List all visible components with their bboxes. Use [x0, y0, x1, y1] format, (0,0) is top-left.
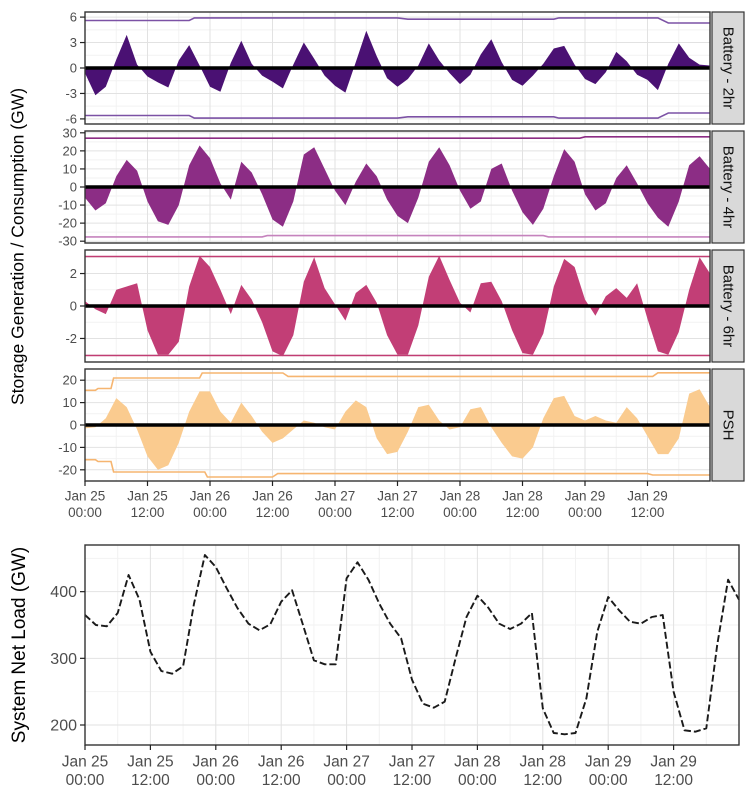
storage-dispatch-chart: 6 3 0 -3 -6 Battery - 2hr 30 20 10 0 -10 -20 -30 Batt…: [58, 10, 745, 520]
x-tick-label: Jan 27: [377, 489, 418, 504]
facet-strip-label: Battery - 2hr: [720, 27, 737, 110]
y-tick-label: 6: [70, 10, 77, 25]
y-tick-label: 0: [70, 299, 77, 314]
y-tick-label: -10: [58, 198, 77, 213]
x-tick-label: 00:00: [589, 772, 628, 789]
x-tick-label: Jan 28: [440, 489, 481, 504]
x-tick-label: 12:00: [131, 505, 165, 520]
x-tick-label: 12:00: [506, 505, 540, 520]
x-tick-label: Jan 27: [315, 489, 356, 504]
x-tick-label: 00:00: [193, 505, 227, 520]
y-tick-label: -30: [58, 234, 77, 249]
area-series: [85, 145, 710, 227]
x-tick-label: Jan 28: [502, 489, 543, 504]
y-tick-label: 20: [63, 373, 77, 388]
system-net-load-chart: 400 300 200 Jan 25 00:00 Jan 25 12:00 Jan 26 00:…: [0, 522, 754, 800]
x-tick-label: 00:00: [327, 772, 366, 789]
capacity-bottom-line: [85, 458, 710, 478]
y-tick-label: -6: [65, 111, 77, 126]
x-tick-label: 00:00: [66, 772, 105, 789]
y-tick-label: 300: [50, 651, 77, 668]
x-tick-label: Jan 27: [323, 754, 370, 771]
x-tick-label: 12:00: [256, 505, 290, 520]
panel-psh: 20 10 0 -10 -20 PSH: [58, 368, 745, 482]
x-tick-label: Jan 28: [520, 754, 567, 771]
y-tick-label: 30: [63, 125, 77, 140]
y-tick-label: 0: [70, 418, 77, 433]
area-series: [85, 30, 710, 96]
facet-strip-label: Battery - 6hr: [720, 265, 737, 348]
panel-battery-4hr: 30 20 10 0 -10 -20 -30 Battery - 4hr: [58, 125, 745, 249]
y-tick-label: -10: [58, 440, 77, 455]
y-tick-label: -2: [65, 331, 77, 346]
x-tick-label: Jan 25: [127, 754, 174, 771]
y-tick-label: 20: [63, 143, 77, 158]
x-tick-label: Jan 29: [565, 489, 606, 504]
y-tick-label: 0: [70, 61, 77, 76]
x-tick-label: 00:00: [68, 505, 102, 520]
x-tick-label: 12:00: [131, 772, 170, 789]
y-tick-label: 10: [63, 395, 77, 410]
panel-battery-2hr: 6 3 0 -3 -6 Battery - 2hr: [65, 10, 745, 126]
capacity-bottom-line: [85, 112, 710, 119]
x-tick-label: Jan 26: [258, 754, 305, 771]
x-tick-label: Jan 26: [190, 489, 231, 504]
capacity-top-line: [85, 136, 710, 139]
x-tick-label: 00:00: [568, 505, 602, 520]
x-tick-label: Jan 29: [627, 489, 668, 504]
x-tick-label: 00:00: [458, 772, 497, 789]
y-tick-label: 2: [70, 266, 77, 281]
x-tick-label: 12:00: [381, 505, 415, 520]
y-tick-label: -20: [58, 216, 77, 231]
x-tick-label: 12:00: [393, 772, 432, 789]
x-tick-label: 00:00: [318, 505, 352, 520]
y-tick-label: 10: [63, 161, 77, 176]
x-tick-label: 00:00: [196, 772, 235, 789]
x-tick-label: Jan 27: [389, 754, 436, 771]
x-tick-label: 12:00: [262, 772, 301, 789]
netload-line: [84, 554, 740, 736]
facet-strip-label: PSH: [720, 410, 737, 441]
y-tick-label: 400: [50, 584, 77, 601]
y-tick-label: 0: [70, 180, 77, 195]
facet-strip: [711, 11, 745, 125]
x-tick-label: Jan 26: [252, 489, 293, 504]
facet-strip: [711, 130, 745, 244]
x-tick-label: 12:00: [654, 772, 693, 789]
capacity-top-line: [85, 371, 710, 392]
capacity-top-line: [85, 17, 710, 24]
area-series: [85, 389, 710, 470]
x-tick-label: Jan 25: [127, 489, 168, 504]
x-tick-label: 00:00: [443, 505, 477, 520]
x-tick-label: 12:00: [631, 505, 665, 520]
y-tick-label: 200: [50, 718, 77, 735]
x-tick-label: Jan 29: [650, 754, 697, 771]
y-tick-label: -3: [65, 86, 77, 101]
x-tick-label: Jan 26: [193, 754, 240, 771]
y-tick-label: -20: [58, 462, 77, 477]
x-tick-label: Jan 28: [454, 754, 501, 771]
facet-strip-label: Battery - 4hr: [720, 146, 737, 229]
facet-strip: [711, 249, 745, 363]
x-tick-label: Jan 29: [585, 754, 632, 771]
y-tick-label: 3: [70, 35, 77, 50]
facet-strip: [711, 368, 745, 482]
x-tick-label: 12:00: [523, 772, 562, 789]
x-tick-label: Jan 25: [62, 754, 109, 771]
panel-system-net-load: 400 300 200: [50, 544, 740, 746]
panel-battery-6hr: 2 0 -2 Battery - 6hr: [65, 249, 745, 363]
capacity-bottom-line: [85, 234, 710, 238]
x-tick-label: Jan 25: [65, 489, 106, 504]
